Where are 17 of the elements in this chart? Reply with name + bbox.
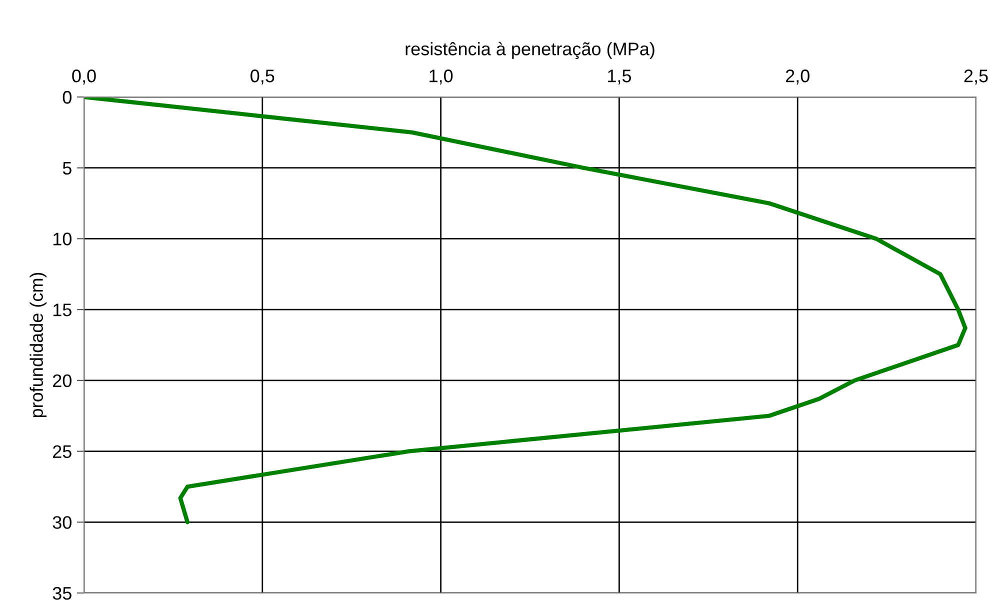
y-tick-label: 10	[53, 232, 72, 246]
x-tick-label: 2,0	[786, 70, 810, 84]
y-tick-label: 35	[52, 586, 72, 600]
y-tick-label: 20	[53, 374, 72, 388]
x-tick-label: 2,5	[964, 70, 988, 84]
y-tick-label: 0	[62, 90, 72, 104]
line-series	[84, 97, 968, 524]
y-tick-label: 30	[52, 516, 72, 529]
y-tick-label: 5	[62, 162, 72, 175]
y-tick-label: 25	[53, 445, 72, 458]
x-axis-title: resistência à penetração (MPa)	[406, 42, 654, 59]
y-tick-label: 15	[53, 304, 72, 316]
x-tick-label: 0,0	[72, 70, 96, 84]
y-axis-title: profundidade (cm)	[30, 272, 47, 418]
x-tick-label: 1,0	[430, 70, 453, 84]
x-tick-label: 1,5	[608, 70, 631, 84]
x-tick-label: 0,5	[250, 70, 274, 84]
